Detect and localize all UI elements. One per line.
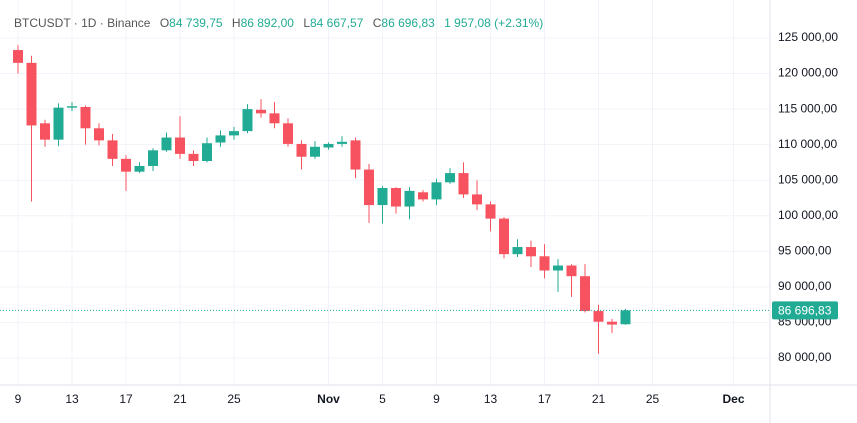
candle-body <box>593 311 604 322</box>
candle-body <box>148 150 158 166</box>
x-tick-label: 5 <box>379 392 386 406</box>
candle-body <box>296 143 307 157</box>
candle-body <box>283 123 293 144</box>
candle-body <box>418 192 428 200</box>
x-tick-label: 25 <box>227 392 241 406</box>
x-tick-label: Dec <box>722 392 744 406</box>
candle-body <box>94 128 104 141</box>
candle-body <box>323 143 334 148</box>
candle-body <box>26 62 37 126</box>
change: 1 957,08 (+2.31%) <box>444 16 544 30</box>
candle-body <box>526 247 536 257</box>
ohlc-value: 84 667,57 <box>310 16 364 30</box>
candle-body <box>350 140 361 170</box>
candle-body <box>40 123 50 140</box>
y-tick-label: 90 000,00 <box>778 279 832 293</box>
ohlc-value: 86 892,00 <box>240 16 294 30</box>
candle-body <box>53 107 64 140</box>
candle-body <box>215 135 226 143</box>
ohlc-value: 86 696,83 <box>381 16 435 30</box>
y-tick-label: 80 000,00 <box>778 350 832 364</box>
ohlc-item: O84 739,75 <box>160 16 223 30</box>
candle-body <box>107 140 118 159</box>
x-tick-label: Nov <box>317 392 340 406</box>
candle-body <box>458 173 469 195</box>
candle-body <box>445 173 455 183</box>
candle-body <box>134 165 145 172</box>
x-tick-label: 9 <box>433 392 440 406</box>
y-tick-label: 115 000,00 <box>778 101 837 115</box>
candle-body <box>553 265 563 271</box>
candle-body <box>485 204 496 219</box>
legend-header: BTCUSDT · 1D · Binance O84 739,75 H86 89… <box>14 16 549 30</box>
y-tick-label: 110 000,00 <box>778 137 837 151</box>
candle-body <box>431 182 442 200</box>
x-tick-label: 21 <box>592 392 606 406</box>
candle-body <box>404 190 415 207</box>
x-tick-label: 13 <box>484 392 498 406</box>
candle-body <box>377 188 388 206</box>
y-tick-label: 100 000,00 <box>778 208 838 222</box>
x-tick-label: 13 <box>65 392 79 406</box>
x-tick-label: 17 <box>119 392 133 406</box>
candle-body <box>202 143 212 161</box>
candle-body <box>364 169 374 206</box>
ohlc-item: H86 892,00 <box>232 16 294 30</box>
candle-body <box>13 50 23 63</box>
candle-body <box>539 256 550 271</box>
candle-body <box>607 321 617 325</box>
candle-body <box>67 106 77 108</box>
candle-body <box>337 141 347 144</box>
candle-body <box>620 310 631 325</box>
candle-body <box>121 158 131 172</box>
candle-body <box>269 113 280 124</box>
candle-body <box>80 106 91 129</box>
candle-body <box>512 247 523 255</box>
ohlc-label: O <box>159 16 170 30</box>
x-tick-label: 9 <box>15 392 22 406</box>
candle-body <box>499 218 509 255</box>
ohlc-label: C <box>372 16 382 30</box>
ohlc-item: L84 667,57 <box>303 16 363 30</box>
x-tick-label: 25 <box>646 392 660 406</box>
candle-body <box>229 131 239 136</box>
ohlc-value: 84 739,75 <box>169 16 223 30</box>
candle-body <box>188 153 199 161</box>
y-tick-label: 125 000,00 <box>778 30 838 44</box>
y-tick-label: 95 000,00 <box>778 243 832 257</box>
candle-body <box>566 265 577 277</box>
y-tick-label: 105 000,00 <box>778 172 838 186</box>
x-tick-label: 21 <box>173 392 187 406</box>
last-price-badge <box>772 301 838 320</box>
candle-body <box>580 276 590 312</box>
ohlc-label: H <box>231 16 241 30</box>
last-price-label: 86 696,83 <box>778 304 832 318</box>
candle-body <box>175 137 185 154</box>
candle-body <box>161 137 172 151</box>
candle-body <box>472 194 482 205</box>
candle-body <box>310 146 320 157</box>
candle-body <box>242 109 253 132</box>
ohlc-label: L <box>303 16 310 30</box>
symbol: BTCUSDT · 1D · Binance <box>14 16 151 30</box>
candle-body <box>391 188 401 207</box>
x-tick-label: 17 <box>538 392 552 406</box>
y-tick-label: 120 000,00 <box>778 66 838 80</box>
ohlc-item: C86 696,83 <box>373 16 435 30</box>
candle-body <box>256 109 266 114</box>
